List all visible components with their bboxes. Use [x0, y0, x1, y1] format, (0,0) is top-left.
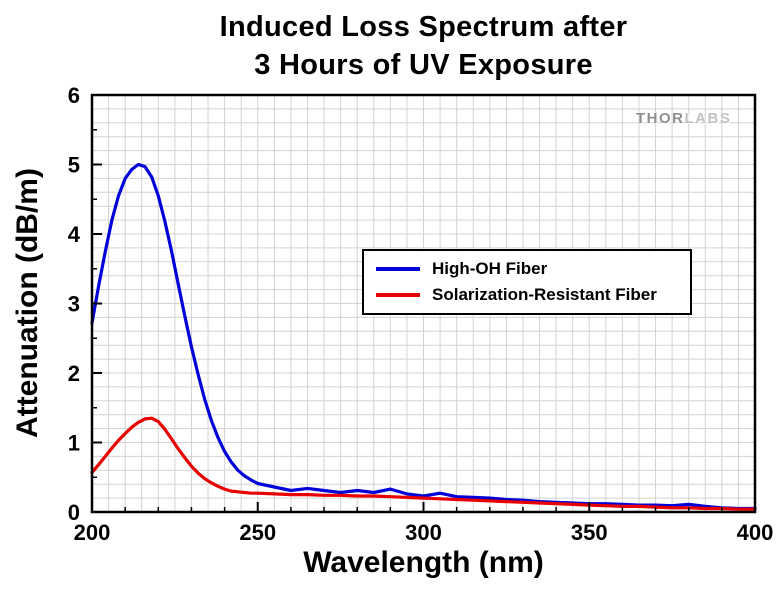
x-tick-label: 300: [405, 520, 442, 545]
y-tick-label: 5: [68, 153, 80, 178]
thorlabs-watermark: THORLABS: [636, 110, 731, 127]
legend: High-OH Fiber Solarization-Resistant Fib…: [362, 249, 692, 315]
x-tick-label: 250: [239, 520, 276, 545]
legend-label-high-oh: High-OH Fiber: [432, 259, 548, 278]
x-tick-label: 400: [737, 520, 774, 545]
high-oh-line-swatch: [376, 267, 420, 271]
legend-label-solarization-resistant: Solarization-Resistant Fiber: [432, 285, 657, 304]
chart-title: Induced Loss Spectrum after 3 Hours of U…: [92, 8, 755, 84]
x-tick-label: 350: [571, 520, 608, 545]
x-tick-label: 200: [74, 520, 111, 545]
chart-title-line2: 3 Hours of UV Exposure: [254, 49, 593, 81]
y-tick-label: 3: [68, 292, 80, 317]
legend-item-solarization-resistant: Solarization-Resistant Fiber: [376, 285, 678, 305]
y-tick-label: 1: [68, 431, 80, 456]
y-tick-label: 0: [68, 500, 80, 525]
y-tick-label: 4: [68, 222, 81, 247]
y-tick-label: 6: [68, 83, 80, 108]
watermark-thor-text: THOR: [636, 110, 685, 127]
x-axis-label: Wavelength (nm): [303, 546, 544, 579]
watermark-labs-text: LABS: [684, 110, 732, 127]
legend-item-high-oh: High-OH Fiber: [376, 259, 678, 279]
chart-title-line1: Induced Loss Spectrum after: [219, 11, 628, 43]
solarization-resistant-line-swatch: [376, 293, 420, 297]
y-tick-label: 2: [68, 361, 80, 386]
